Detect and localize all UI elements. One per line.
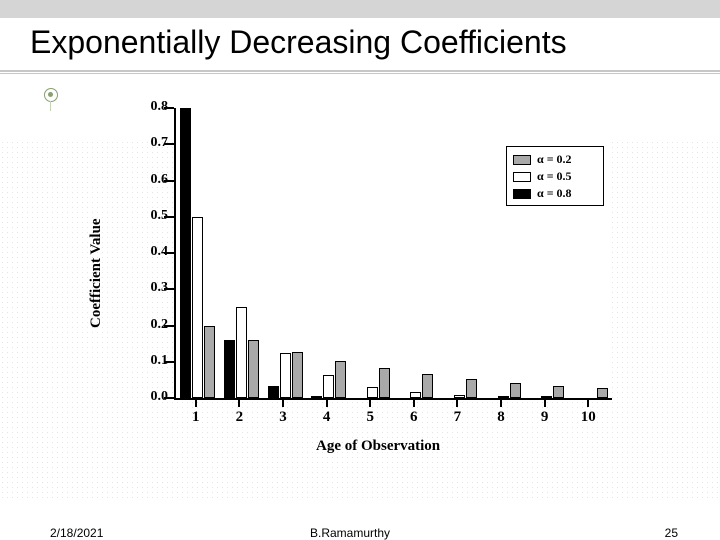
x-tick-label: 3 — [279, 409, 287, 426]
bar-alpha02 — [379, 368, 390, 398]
bar-alpha08 — [180, 108, 191, 398]
x-tick-label: 2 — [236, 409, 244, 426]
bar-alpha02 — [335, 361, 346, 398]
legend: α = 0.2 α = 0.5 α = 0.8 — [506, 146, 604, 206]
x-tick — [413, 398, 415, 407]
x-axis-label: Age of Observation — [316, 438, 440, 455]
x-tick-label: 5 — [366, 409, 374, 426]
y-tick-label: 0.8 — [151, 99, 169, 115]
bar-alpha02 — [510, 383, 521, 398]
y-tick-label: 0.1 — [151, 353, 169, 369]
y-tick-label: 0.5 — [151, 208, 169, 224]
bar-alpha08 — [224, 340, 235, 398]
y-tick-label: 0.0 — [151, 389, 169, 405]
x-tick — [238, 398, 240, 407]
bar-alpha02 — [204, 326, 215, 399]
slide-title: Exponentially Decreasing Coefficients — [30, 24, 567, 61]
x-tick-label: 8 — [497, 409, 505, 426]
slide: Exponentially Decreasing Coefficients Co… — [0, 0, 720, 540]
x-tick — [326, 398, 328, 407]
legend-swatch-black — [513, 189, 531, 199]
bar-alpha05 — [280, 353, 291, 398]
x-tick-label: 4 — [323, 409, 331, 426]
x-tick — [587, 398, 589, 407]
x-tick — [456, 398, 458, 407]
bar-alpha02 — [466, 379, 477, 398]
x-tick-label: 7 — [454, 409, 462, 426]
x-tick-label: 10 — [581, 409, 596, 426]
y-axis-label: Coefficient Value — [88, 218, 105, 328]
coefficients-chart: Coefficient Value Age of Observation α =… — [86, 98, 638, 478]
x-tick — [195, 398, 197, 407]
bar-alpha02 — [292, 352, 303, 398]
legend-item-alpha05: α = 0.5 — [513, 168, 597, 185]
y-tick-label: 0.7 — [151, 135, 169, 151]
y-tick-label: 0.2 — [151, 317, 169, 333]
legend-item-alpha02: α = 0.2 — [513, 151, 597, 168]
legend-swatch-gray — [513, 155, 531, 165]
x-tick — [544, 398, 546, 407]
bar-alpha02 — [422, 374, 433, 398]
legend-label-alpha02: α = 0.2 — [537, 152, 572, 167]
bar-alpha05 — [323, 375, 334, 398]
plot-area: α = 0.2 α = 0.5 α = 0.8 — [174, 108, 612, 400]
slide-topbar — [0, 0, 720, 18]
bar-alpha08 — [268, 386, 279, 398]
x-tick — [282, 398, 284, 407]
legend-item-alpha08: α = 0.8 — [513, 185, 597, 202]
bar-alpha02 — [553, 386, 564, 398]
bar-alpha05 — [192, 217, 203, 398]
x-tick — [500, 398, 502, 407]
bar-alpha02 — [597, 388, 608, 398]
footer-page-number: 25 — [665, 526, 678, 540]
bar-alpha05 — [367, 387, 378, 398]
legend-label-alpha05: α = 0.5 — [537, 169, 572, 184]
bullet-ornament — [44, 88, 58, 102]
y-tick-label: 0.4 — [151, 244, 169, 260]
title-underline — [0, 70, 720, 72]
footer-date: 2/18/2021 — [50, 526, 103, 540]
bar-alpha02 — [248, 340, 259, 398]
bar-alpha05 — [236, 307, 247, 398]
x-tick-label: 1 — [192, 409, 200, 426]
legend-label-alpha08: α = 0.8 — [537, 186, 572, 201]
y-tick-label: 0.3 — [151, 280, 169, 296]
legend-swatch-white — [513, 172, 531, 182]
x-tick-label: 6 — [410, 409, 418, 426]
x-tick — [369, 398, 371, 407]
bar-alpha08 — [311, 396, 322, 398]
x-tick-label: 9 — [541, 409, 549, 426]
footer-author: B.Ramamurthy — [310, 526, 390, 540]
y-tick-label: 0.6 — [151, 172, 169, 188]
